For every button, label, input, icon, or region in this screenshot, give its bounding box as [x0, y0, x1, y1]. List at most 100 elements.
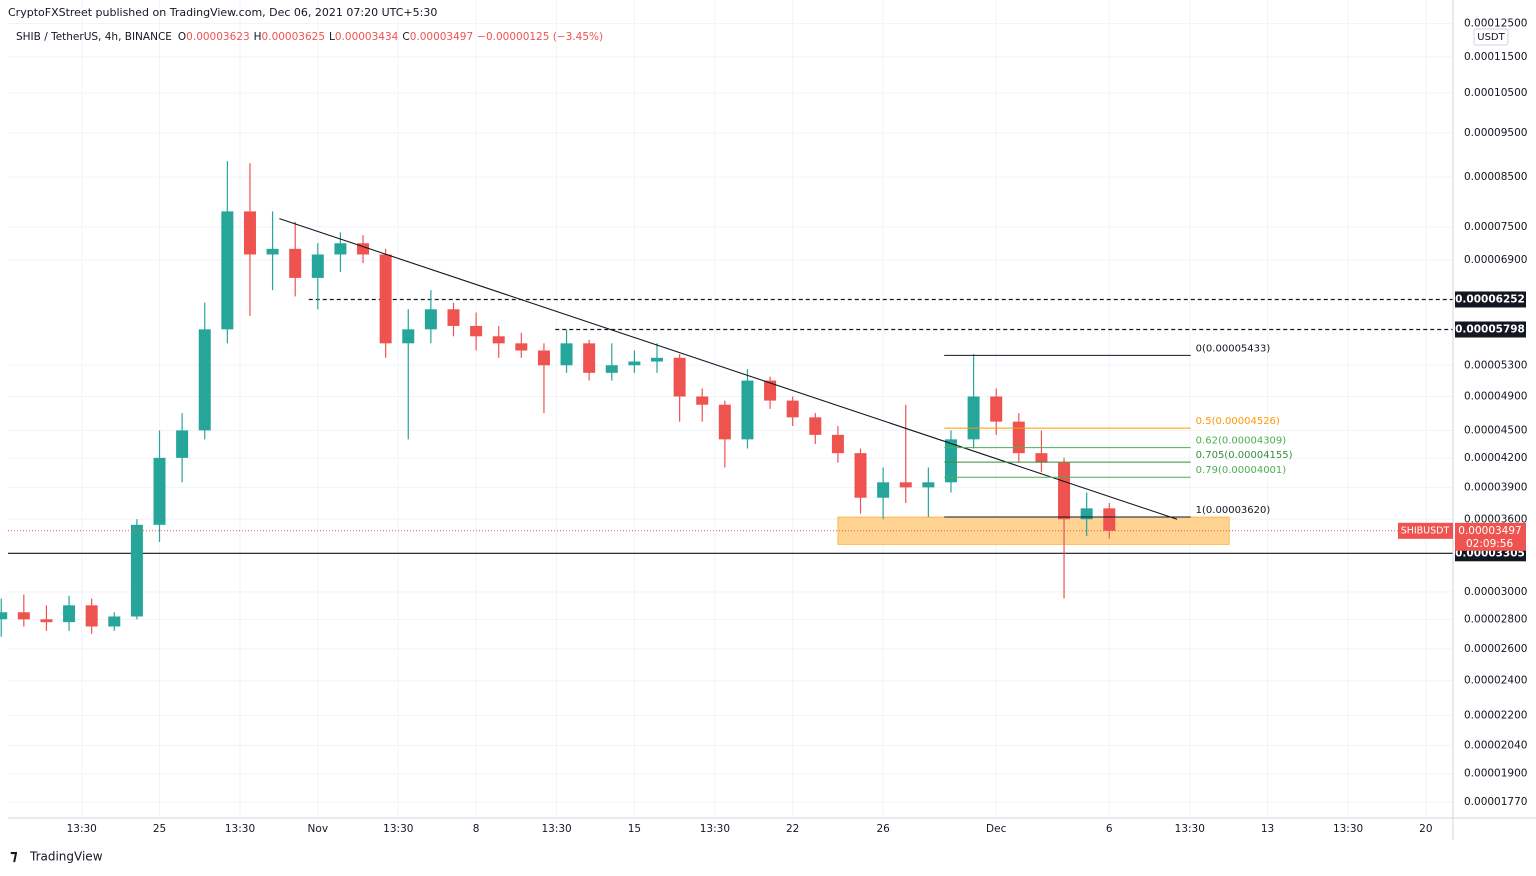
y-tick-label: 0.00002040	[1464, 739, 1527, 751]
x-tick-label: 22	[786, 823, 799, 835]
y-tick-label: 0.00012500	[1464, 18, 1527, 30]
y-tick-label: 0.00001770	[1464, 796, 1527, 808]
ohlc-value: 0.00003623	[186, 31, 249, 43]
candle-body	[153, 457, 166, 525]
y-tick-label: 0.00008500	[1464, 171, 1527, 183]
candle-body	[899, 482, 912, 488]
level-tag	[1455, 291, 1526, 308]
candle-body	[809, 417, 822, 435]
x-tick-label: Nov	[308, 823, 329, 835]
price-tag	[1455, 522, 1526, 551]
logo-mark: ⁊	[10, 847, 18, 865]
candle-body	[334, 243, 347, 255]
ohlc-label: H	[254, 31, 262, 43]
y-tick-label: 0.00002200	[1464, 709, 1527, 721]
ohlc-label: O	[178, 31, 186, 43]
brand: TradingView	[29, 850, 103, 864]
candle-body	[1012, 421, 1025, 454]
x-tick-label: 13	[1261, 823, 1274, 835]
y-tick-label: 0.00002600	[1464, 643, 1527, 655]
candle-body	[176, 430, 189, 458]
candle-body	[311, 254, 324, 278]
candle-body	[243, 211, 256, 255]
x-tick-label: Dec	[986, 823, 1007, 835]
candle-body	[605, 365, 618, 373]
candle-body	[651, 357, 664, 362]
candle-body	[583, 343, 596, 373]
y-tick-label: 0.00004900	[1464, 390, 1527, 402]
candle-body	[560, 343, 573, 366]
level-tag	[1455, 321, 1526, 338]
candle-body	[515, 343, 528, 351]
symbol: SHIB / TetherUS, 4h, BINANCE	[16, 31, 172, 43]
x-tick-label: 15	[628, 823, 641, 835]
ohlc-value: 0.00003434	[335, 31, 399, 43]
candle-body	[221, 211, 234, 330]
candle-body	[537, 350, 550, 366]
candle-body	[402, 329, 415, 344]
fib-label: 0.5(0.00004526)	[1196, 416, 1280, 427]
fib-label: 0(0.00005433)	[1196, 343, 1271, 354]
candle-body	[990, 396, 1003, 422]
x-tick-label: 13:30	[541, 823, 571, 835]
x-tick-label: 26	[876, 823, 890, 835]
candle-body	[0, 612, 8, 620]
publisher: CryptoFXStreet published on TradingView.…	[8, 6, 437, 19]
candle-body	[492, 336, 505, 344]
candle-body	[379, 254, 392, 344]
y-tick-label: 0.00003600	[1464, 513, 1527, 525]
x-tick-label: 20	[1419, 823, 1432, 835]
y-tick-label: 0.00003000	[1464, 586, 1527, 598]
countdown: 02:09:56	[1466, 538, 1513, 550]
candle-body	[17, 612, 30, 620]
candle-body	[854, 453, 867, 498]
candle-body	[922, 482, 935, 488]
ohlc-value: 0.00003625	[262, 31, 325, 43]
candle-body	[741, 380, 754, 440]
candle-body	[764, 380, 777, 401]
x-tick-label: 8	[473, 823, 480, 835]
candle-body	[1035, 453, 1048, 463]
candle-body	[944, 439, 957, 483]
x-tick-label: 13:30	[225, 823, 255, 835]
currency: USDT	[1477, 32, 1505, 43]
y-tick-label: 0.00004500	[1464, 424, 1527, 436]
y-tick-label: 0.00011500	[1464, 51, 1527, 63]
change: −0.00000125 (−3.45%)	[477, 31, 603, 43]
y-tick-label: 0.00003900	[1464, 481, 1527, 493]
y-tick-label: 0.00010500	[1464, 87, 1527, 99]
candle-body	[85, 605, 98, 627]
symbol-tag	[1398, 522, 1453, 539]
x-tick-label: 13:30	[67, 823, 97, 835]
y-tick-label: 0.00009500	[1464, 127, 1527, 139]
y-tick-label: 0.00007500	[1464, 221, 1527, 233]
candle-body	[877, 482, 890, 498]
candle-body	[289, 248, 302, 278]
candle-body	[40, 619, 53, 623]
fib-label: 0.62(0.00004309)	[1196, 436, 1287, 447]
level-label: 0.00005798	[1455, 323, 1525, 335]
candle-body	[1058, 462, 1071, 520]
y-tick-label: 0.00001900	[1464, 768, 1527, 780]
y-tick-label: 0.00006900	[1464, 254, 1527, 266]
ohlc-label: L	[329, 31, 335, 43]
candle-body	[424, 309, 437, 330]
fib-label: 0.705(0.00004155)	[1196, 450, 1293, 461]
candle-body	[447, 309, 460, 326]
x-tick-label: 13:30	[1333, 823, 1363, 835]
x-tick-label: 6	[1106, 823, 1113, 835]
y-tick-label: 0.00004200	[1464, 452, 1527, 464]
fib-label: 1(0.00003620)	[1196, 505, 1271, 516]
x-tick-label: 13:30	[383, 823, 413, 835]
symbol-tag-label: SHIBUSDT	[1401, 525, 1450, 536]
trendline	[279, 218, 1178, 520]
ohlc-value: 0.00003497	[410, 31, 473, 43]
y-tick-label: 0.00002400	[1464, 675, 1527, 687]
candle-body	[831, 434, 844, 454]
candle-body	[63, 605, 76, 623]
y-tick-label: 0.00005300	[1464, 359, 1527, 371]
x-tick-label: 13:30	[1175, 823, 1205, 835]
candle-body	[967, 396, 980, 440]
